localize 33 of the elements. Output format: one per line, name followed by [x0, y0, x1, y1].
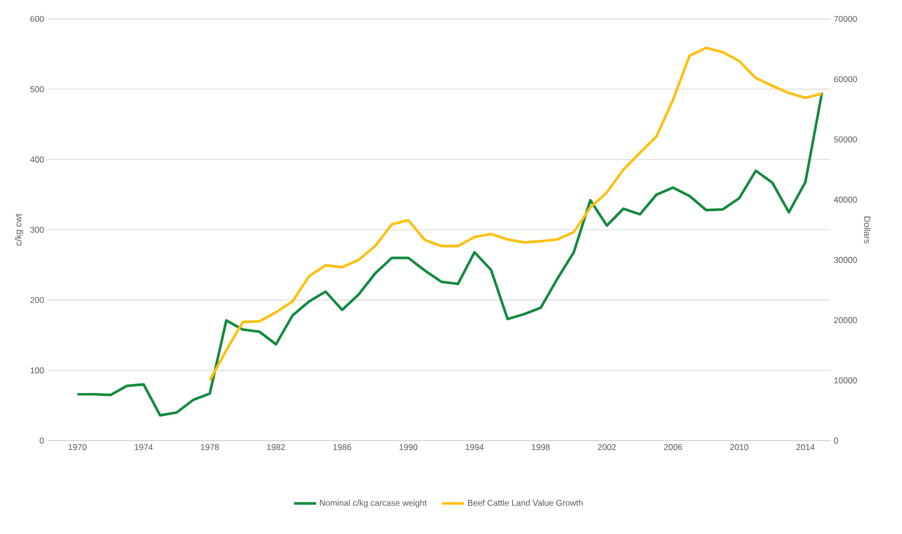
line-series — [76, 91, 824, 416]
x-tick-label: 1974 — [134, 444, 153, 450]
x-tick-label: 2010 — [730, 444, 748, 450]
x-tick-label: 1986 — [333, 444, 352, 450]
x-tick-label: 1970 — [68, 444, 86, 450]
line-series — [208, 46, 824, 382]
x-tick-label: 1994 — [466, 444, 484, 450]
x-tick-label: 2014 — [796, 444, 815, 450]
y2-tick-label: 20000 — [834, 316, 857, 323]
x-tick-label: 1978 — [201, 444, 219, 450]
y-tick-label: 200 — [30, 296, 44, 303]
y2-tick-label: 10000 — [834, 377, 857, 384]
y2-tick-label: 70000 — [834, 16, 857, 22]
y2-tick-label: 30000 — [834, 256, 857, 263]
y-tick-label: 300 — [30, 226, 44, 233]
x-tick-label: 2006 — [664, 444, 682, 450]
y-tick-label: 400 — [30, 156, 44, 162]
y2-tick-label: 50000 — [834, 136, 857, 142]
y-axis-title: c/kg cwt — [14, 214, 24, 246]
legend-label: Beef Cattle Land Value Growth — [468, 499, 583, 506]
legend-label: Nominal c/kg carcase weight — [320, 499, 427, 508]
y-tick-label: 600 — [30, 16, 44, 22]
y2-tick-label: 0 — [834, 437, 838, 444]
y2-tick-label: 60000 — [834, 76, 857, 82]
y-tick-label: 100 — [30, 367, 44, 374]
x-tick-label: 1990 — [400, 444, 418, 450]
x-tick-label: 1998 — [532, 444, 550, 450]
x-tick-label: 2002 — [598, 444, 616, 450]
x-tick-label: 1982 — [267, 444, 285, 450]
y2-tick-label: 40000 — [834, 196, 857, 202]
y-tick-label: 0 — [40, 437, 44, 444]
y-tick-label: 500 — [30, 86, 44, 92]
y2-axis-title: Dollars — [864, 216, 871, 244]
